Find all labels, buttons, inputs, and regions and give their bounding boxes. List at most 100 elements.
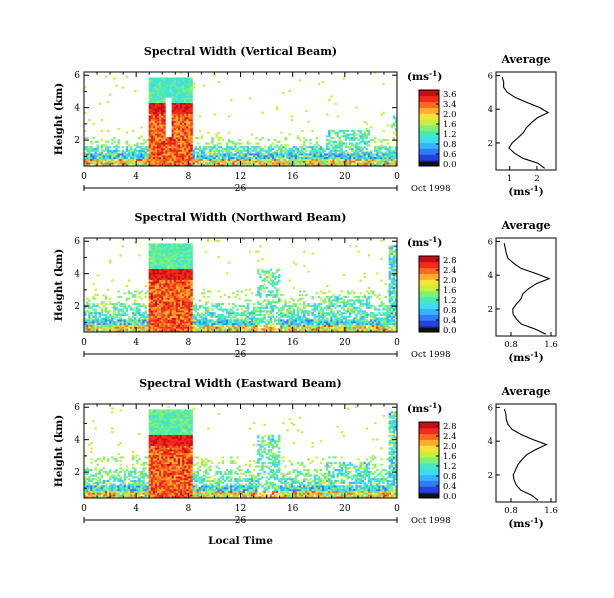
heatmap-cell <box>173 292 177 295</box>
heatmap-cell <box>161 304 164 307</box>
heatmap-cell <box>161 270 164 273</box>
heatmap-cell <box>278 140 281 143</box>
heatmap-cell <box>173 270 177 273</box>
heatmap-cell <box>148 243 152 246</box>
heatmap-cell <box>123 313 127 317</box>
heatmap-cell <box>269 158 273 161</box>
heatmap-cell <box>388 147 392 151</box>
heatmap-cell <box>259 155 262 158</box>
heatmap-cell <box>146 330 149 333</box>
heatmap-cell <box>150 126 154 129</box>
heatmap-cell <box>225 310 229 313</box>
heatmap-cell <box>148 328 152 331</box>
heatmap-cell <box>86 322 89 326</box>
heatmap-cell <box>165 243 168 246</box>
heatmap-cell <box>148 292 152 295</box>
heatmap-cell <box>186 117 189 120</box>
heatmap-cell <box>179 274 183 277</box>
heatmap-cell <box>192 330 195 333</box>
heatmap-cell <box>326 142 329 145</box>
heatmap-cell <box>140 326 143 329</box>
heatmap-cell <box>134 147 137 151</box>
heatmap-cell <box>246 330 250 333</box>
heatmap-cell <box>154 294 158 297</box>
heatmap-cell <box>157 248 160 251</box>
heatmap-cell <box>106 315 110 318</box>
heatmap-cell <box>196 147 200 151</box>
heatmap-cell <box>146 146 149 149</box>
heatmap-cell <box>207 158 210 161</box>
heatmap-cell <box>290 313 293 317</box>
heatmap-cell <box>200 313 204 317</box>
heatmap-cell <box>188 129 191 132</box>
heatmap-cell <box>175 268 179 271</box>
heatmap-cell <box>190 274 193 277</box>
heatmap-cell <box>157 299 160 302</box>
heatmap-cell <box>104 75 108 78</box>
heatmap-cell <box>234 313 237 317</box>
heatmap-cell <box>173 268 177 271</box>
heatmap-cell <box>230 321 233 324</box>
heatmap-cell <box>169 140 172 143</box>
heatmap-cell <box>263 330 266 333</box>
heatmap-cell <box>292 312 296 315</box>
heatmap-cell <box>275 290 279 293</box>
heatmap-cell <box>106 326 110 329</box>
heatmap-cell <box>184 304 187 307</box>
heatmap-cell <box>148 274 152 277</box>
heatmap-cell <box>303 326 306 329</box>
heatmap-cell <box>154 268 158 271</box>
heatmap-cell <box>152 310 156 313</box>
heatmap-cell <box>259 310 262 313</box>
heatmap-cell <box>121 155 124 158</box>
heatmap-cell <box>269 164 273 167</box>
heatmap-cell <box>159 133 162 136</box>
heatmap-cell <box>190 245 193 248</box>
heatmap-cell <box>294 162 298 165</box>
heatmap-cell <box>182 117 185 120</box>
heatmap-cell <box>328 133 331 136</box>
profile-y-tick-label: 4 <box>488 105 493 115</box>
heatmap-cell <box>282 164 285 167</box>
heatmap-cell <box>232 146 235 149</box>
heatmap-cell <box>119 162 122 165</box>
heatmap-cell <box>109 315 112 318</box>
heatmap-cell <box>142 142 145 145</box>
heatmap-cell <box>351 155 354 158</box>
heatmap-cell <box>146 162 149 165</box>
heatmap-cell <box>165 265 168 268</box>
heatmap-cell <box>273 317 277 320</box>
heatmap-cell <box>165 95 168 98</box>
heatmap-cell <box>311 297 314 300</box>
heatmap-cell <box>142 151 145 154</box>
colorbar-unit-close: ) <box>437 71 442 83</box>
heatmap-cell <box>175 310 179 313</box>
heatmap-cell <box>215 326 218 329</box>
heatmap-cell <box>294 330 298 333</box>
heatmap-cell <box>202 317 206 320</box>
heatmap-cell <box>292 153 296 156</box>
heatmap-cell <box>86 160 89 163</box>
heatmap-cell <box>273 151 277 154</box>
heatmap-cell <box>282 146 285 149</box>
heatmap-cell <box>163 272 166 275</box>
heatmap-cell <box>102 328 106 331</box>
heatmap-cell <box>257 153 260 156</box>
heatmap-cell <box>288 321 291 324</box>
heatmap-cell <box>179 115 183 118</box>
heatmap-cell <box>217 322 220 326</box>
heatmap-cell <box>255 156 258 160</box>
heatmap-cell <box>344 135 348 138</box>
heatmap-cell <box>394 119 398 122</box>
heatmap-cell <box>328 322 331 326</box>
heatmap-cell <box>357 151 360 154</box>
heatmap-cell <box>344 153 348 156</box>
heatmap-cell <box>278 308 281 311</box>
heatmap-cell <box>177 77 181 80</box>
heatmap-cell <box>292 326 296 329</box>
heatmap-cell <box>171 135 175 138</box>
heatmap-cell <box>150 108 154 111</box>
heatmap-cell <box>280 151 283 154</box>
heatmap-cell <box>175 122 179 125</box>
heatmap-cell <box>186 147 189 151</box>
